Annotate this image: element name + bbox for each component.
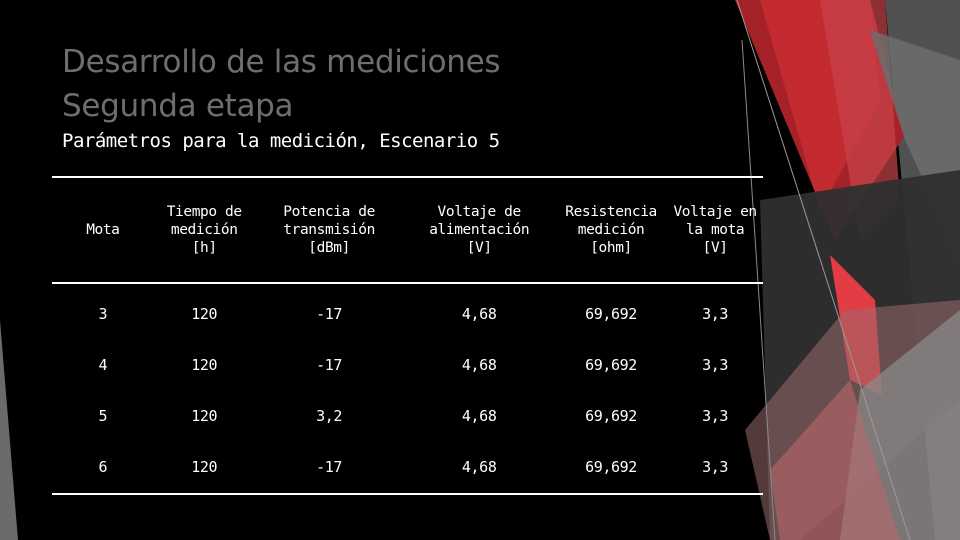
table-row: 3 120 -17 4,68 69,692 3,3 [52, 283, 763, 339]
cell-mota: 6 [98, 458, 108, 476]
header-mota: Mota [52, 177, 154, 283]
cell-tiempo: 120 [191, 458, 218, 476]
cell-potencia: -17 [316, 355, 343, 374]
header-voltaje-mota-line3: [V] [702, 240, 728, 256]
header-tiempo-line2: medición [170, 222, 238, 238]
header-potencia: Potencia de transmisión [dBm] [255, 177, 404, 283]
cell-voltaje-alimentacion: 4,68 [461, 458, 497, 476]
cell-mota: 3 [98, 304, 108, 323]
cell-voltaje-alimentacion: 4,68 [461, 406, 497, 425]
cell-resistencia: 69,692 [585, 406, 637, 425]
cell-tiempo: 120 [191, 355, 218, 374]
header-tiempo-line3: [h] [191, 240, 217, 256]
cell-voltaje-mota: 3,3 [702, 355, 729, 374]
slide-subtitle: Parámetros para la medición, Escenario 5 [62, 130, 500, 152]
cell-tiempo: 120 [191, 406, 218, 425]
table-header-row: Mota Tiempo de medición [h] Potencia de … [52, 177, 763, 283]
header-potencia-line2: transmisión [283, 222, 375, 238]
parameters-table: Mota Tiempo de medición [h] Potencia de … [52, 176, 763, 495]
cell-mota: 5 [98, 406, 108, 425]
header-resistencia-line1: Resistencia [565, 204, 657, 220]
table-row: 5 120 3,2 4,68 69,692 3,3 [52, 390, 763, 441]
cell-potencia: 3,2 [316, 406, 343, 425]
header-potencia-line3: [dBm] [308, 240, 350, 256]
header-tiempo: Tiempo de medición [h] [154, 177, 255, 283]
thin-line-1 [736, 0, 911, 540]
cell-resistencia: 69,692 [585, 304, 637, 323]
cell-potencia: -17 [316, 304, 343, 323]
header-voltaje-mota-line1: Voltaje en [673, 204, 757, 220]
table-row: 6 120 -17 4,68 69,692 3,3 [52, 441, 763, 494]
cell-mota: 4 [98, 355, 108, 374]
cell-resistencia: 69,692 [585, 355, 637, 374]
table-row: 4 120 -17 4,68 69,692 3,3 [52, 339, 763, 390]
left-gray-triangle [0, 320, 18, 540]
cell-voltaje-alimentacion: 4,68 [461, 304, 497, 323]
cell-tiempo: 120 [191, 304, 218, 323]
header-voltaje-mota-line2: la mota [685, 222, 745, 238]
cell-voltaje-mota: 3,3 [702, 458, 729, 476]
title-line-1: Desarrollo de las mediciones [62, 44, 501, 80]
cell-voltaje-mota: 3,3 [702, 304, 729, 323]
header-voltaje-alimentacion: Voltaje de alimentación [V] [404, 177, 555, 283]
slide-title: Desarrollo de las mediciones Segunda eta… [62, 40, 501, 128]
header-resistencia-line2: medición [577, 222, 645, 238]
cell-potencia: -17 [316, 458, 343, 476]
thin-line-2 [741, 39, 776, 540]
header-voltaje-alimentacion-line3: [V] [466, 240, 492, 256]
cell-voltaje-mota: 3,3 [702, 406, 729, 425]
header-resistencia-line3: [ohm] [590, 240, 632, 256]
header-tiempo-line1: Tiempo de [166, 204, 242, 220]
cell-voltaje-alimentacion: 4,68 [461, 355, 497, 374]
header-mota-text: Mota [86, 222, 120, 238]
title-line-2: Segunda etapa [62, 88, 294, 124]
cell-resistencia: 69,692 [585, 458, 637, 476]
header-voltaje-mota: Voltaje en la mota [V] [667, 177, 763, 283]
header-potencia-line1: Potencia de [283, 204, 375, 220]
bottom-rose-shape [770, 380, 900, 540]
header-voltaje-alimentacion-line1: Voltaje de [437, 204, 522, 220]
header-resistencia: Resistencia medición [ohm] [555, 177, 667, 283]
header-voltaje-alimentacion-line2: alimentación [429, 222, 530, 238]
